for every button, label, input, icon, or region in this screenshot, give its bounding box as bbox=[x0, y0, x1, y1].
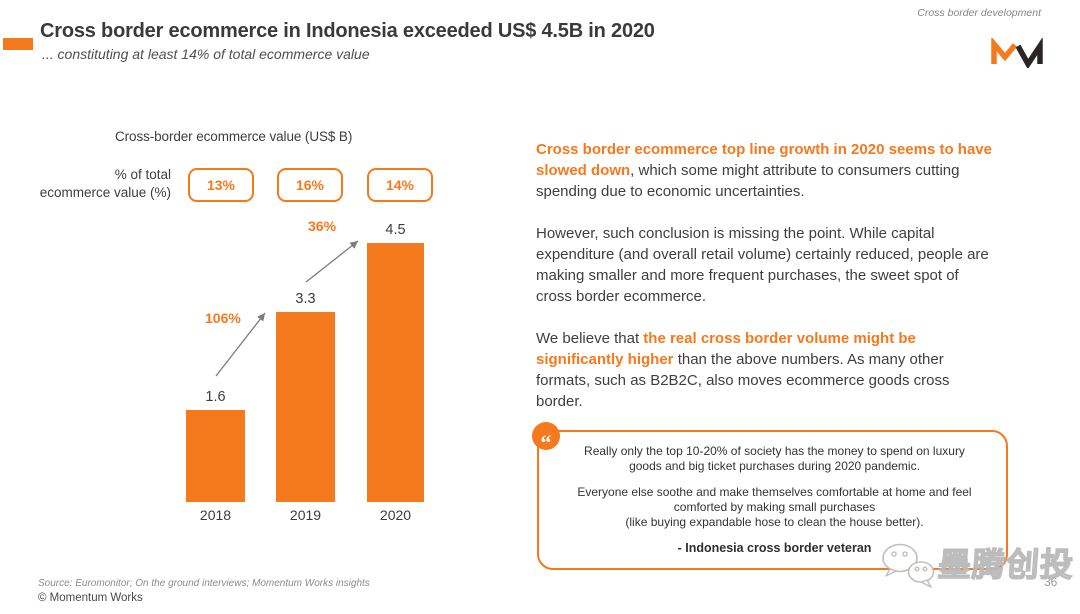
paragraph-1-rest: , which some might attribute to consumer… bbox=[536, 162, 960, 200]
page-title: Cross border ecommerce in Indonesia exce… bbox=[40, 20, 655, 42]
paragraph-1-highlight: Cross border ecommerce top line growth i… bbox=[536, 141, 992, 179]
bar-rect-2019 bbox=[276, 312, 335, 502]
pct-box-2018: 13% bbox=[188, 168, 254, 202]
quote-paragraph-2: Everyone else soothe and make themselves… bbox=[577, 485, 972, 514]
bar-value-2019: 3.3 bbox=[295, 291, 316, 308]
bar-value-2020: 4.5 bbox=[385, 222, 406, 239]
growth-arrow-2019-2020 bbox=[305, 240, 359, 283]
bar-2019: 3.3 bbox=[276, 291, 335, 502]
paragraph-3-highlight: the real cross border volume might be si… bbox=[536, 330, 916, 368]
page-subtitle: ... constituting at least 14% of total e… bbox=[42, 46, 370, 62]
x-tick-2019: 2019 bbox=[289, 507, 322, 523]
bar-rect-2020 bbox=[367, 243, 424, 502]
pct-value-2019: 16% bbox=[295, 177, 325, 193]
section-tagline: Cross border development bbox=[917, 7, 1041, 19]
quote-paragraph-1: Really only the top 10-20% of society ha… bbox=[584, 444, 965, 473]
paragraph-1: Cross border ecommerce top line growth i… bbox=[536, 139, 994, 202]
commentary-text: Cross border ecommerce top line growth i… bbox=[536, 139, 994, 412]
bar-rect-2018 bbox=[186, 410, 245, 502]
x-tick-2018: 2018 bbox=[199, 507, 232, 523]
chart-title: Cross-border ecommerce value (US$ B) bbox=[115, 129, 353, 144]
page-number: 36 bbox=[1044, 575, 1058, 589]
source-note: Source: Euromonitor; On the ground inter… bbox=[38, 578, 370, 589]
growth-arrows bbox=[215, 240, 359, 377]
growth-label-2018-2019: 106% bbox=[205, 310, 241, 326]
pct-box-2019: 16% bbox=[277, 168, 343, 202]
paragraph-2: However, such conclusion is missing the … bbox=[536, 225, 989, 305]
x-tick-2020: 2020 bbox=[379, 507, 412, 523]
pct-of-total-label: % of total ecommerce value (%) bbox=[33, 166, 171, 202]
bar-2020: 4.5 bbox=[367, 222, 424, 502]
quote-content: Really only the top 10-20% of society ha… bbox=[539, 432, 1006, 556]
paragraph-3-pre: We believe that bbox=[536, 330, 644, 347]
paragraph-3-rest: than the above numbers. As many other fo… bbox=[536, 351, 950, 410]
growth-arrow-2018-2019 bbox=[215, 312, 266, 377]
quote-icon: “ bbox=[532, 422, 560, 454]
pct-label-line1: % of total bbox=[114, 167, 171, 182]
bar-2018: 1.6 bbox=[186, 389, 245, 502]
quote-paragraph-3: (like buying expandable hose to clean th… bbox=[625, 515, 924, 529]
growth-label-2019-2020: 36% bbox=[308, 218, 337, 234]
momentum-works-logo-icon bbox=[990, 36, 1046, 73]
pct-label-line2: ecommerce value (%) bbox=[39, 185, 171, 200]
pct-value-2018: 13% bbox=[206, 177, 236, 193]
quote-box: “ Really only the top 10-20% of society … bbox=[532, 422, 1008, 570]
pct-value-2020: 14% bbox=[385, 177, 415, 193]
bar-value-2018: 1.6 bbox=[205, 389, 226, 405]
accent-bar bbox=[3, 38, 33, 50]
pct-box-2020: 14% bbox=[367, 168, 433, 202]
quote-attribution: - Indonesia cross border veteran bbox=[677, 541, 872, 555]
paragraph-3: We believe that the real cross border vo… bbox=[536, 328, 994, 412]
copyright-note: © Momentum Works bbox=[38, 592, 143, 604]
